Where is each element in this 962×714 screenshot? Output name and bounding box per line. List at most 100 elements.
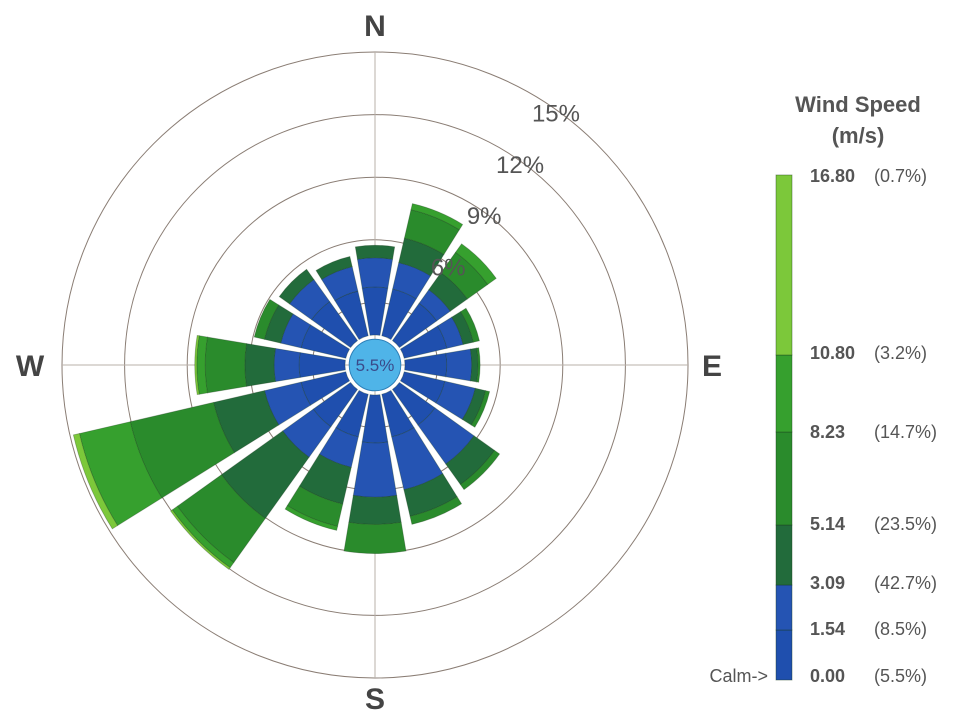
segment-S-bin-2 (348, 494, 402, 525)
legend-units: (m/s) (832, 123, 885, 148)
legend-swatch-3 (775, 431, 793, 526)
calm-circle (348, 338, 402, 392)
segment-W-bin-1 (273, 347, 301, 383)
segment-E-bin-1 (445, 348, 473, 382)
petal-N (354, 244, 396, 336)
segment-NNE-bin-1 (392, 262, 432, 300)
legend-value-3: 5.14 (810, 514, 845, 534)
segment-WNW-bin-3 (253, 298, 280, 340)
segment-E-bin-0 (404, 352, 448, 378)
petal-ENE (399, 307, 480, 359)
ring-label-15: 15% (532, 101, 580, 128)
segment-SW-bin-4 (171, 505, 235, 569)
segment-NE-bin-4 (454, 243, 497, 286)
legend-calm-label: Calm-> (709, 666, 768, 686)
segment-NNW-bin-2 (315, 256, 353, 280)
segment-SSW-bin-0 (335, 389, 369, 438)
segment-SE-bin-2 (445, 435, 496, 486)
segment-NE-bin-0 (391, 302, 438, 349)
segment-W-bin-5 (194, 334, 200, 396)
petal-WSW (72, 371, 351, 530)
segment-SSW-bin-4 (284, 504, 339, 531)
segment-NW-bin-2 (278, 268, 315, 305)
segment-ESE-bin-3 (470, 390, 491, 428)
segment-W-bin-2 (244, 343, 276, 387)
legend-percent-1: (8.5%) (874, 619, 927, 639)
petal-S (343, 394, 407, 554)
segment-SE-bin-1 (417, 407, 475, 465)
segment-SW-bin-0 (312, 381, 359, 428)
legend-value-4: 8.23 (810, 422, 845, 442)
compass-west-label: W (16, 350, 45, 383)
segment-WNW-bin-1 (280, 313, 312, 349)
petal-NNW (315, 256, 369, 341)
petal-ESE (399, 371, 491, 428)
legend-percent-5: (3.2%) (874, 343, 927, 363)
segment-ENE-bin-1 (437, 316, 464, 349)
petal-NNE (381, 203, 464, 341)
segment-SSE-bin-2 (403, 473, 458, 517)
compass-south-label: S (365, 683, 385, 714)
segment-W-bin-3 (204, 336, 248, 394)
segment-N-bin-1 (356, 257, 394, 289)
compass-north-label: N (364, 10, 386, 43)
segment-SE-bin-3 (459, 449, 501, 491)
petal-SSE (381, 389, 463, 525)
legend-percent-3: (23.5%) (874, 514, 937, 534)
legend-percent-6: (0.7%) (874, 166, 927, 186)
legend-title: Wind Speed (795, 92, 921, 117)
ring-label-6: 6% (431, 255, 466, 282)
segment-SSW-bin-2 (298, 453, 352, 505)
segment-NNW-bin-0 (334, 290, 369, 341)
segment-NNE-bin-4 (410, 203, 464, 231)
ring-label-12: 12% (496, 152, 544, 179)
segment-SE-bin-0 (391, 381, 436, 426)
legend-swatch-2 (775, 524, 793, 586)
speed-legend: Wind Speed (m/s) 0.00 (5.5%) 1.54 (8.5%) 3.0… (709, 92, 937, 686)
petal-SE (391, 381, 501, 491)
petal-NW (278, 268, 359, 349)
segment-SSE-bin-3 (409, 496, 463, 525)
segment-ENE-bin-3 (460, 307, 480, 343)
petal-SW (170, 381, 359, 570)
segment-NW-bin-0 (310, 300, 359, 349)
segment-SW-bin-5 (170, 509, 231, 570)
calm-percentage: 5.5% (356, 356, 395, 375)
segment-WSW-bin-3 (129, 401, 236, 499)
segment-WSW-bin-5 (72, 433, 119, 530)
legend-percent-0: (5.5%) (874, 666, 927, 686)
legend-swatch-4 (775, 354, 793, 433)
segment-SSW-bin-1 (318, 427, 359, 468)
segment-NNE-bin-0 (381, 288, 417, 341)
petal-W (194, 334, 346, 396)
segment-E-bin-2 (469, 347, 479, 383)
segment-ENE-bin-0 (399, 325, 448, 359)
legend-swatch-0 (775, 629, 793, 681)
segment-N-bin-2 (354, 244, 396, 260)
petal-E (404, 347, 481, 383)
legend-percent-4: (14.7%) (874, 422, 937, 442)
legend-value-5: 10.80 (810, 343, 855, 363)
legend-percent-2: (42.7%) (874, 573, 937, 593)
segment-ESE-bin-0 (399, 371, 446, 404)
legend-swatch-1 (775, 584, 793, 631)
legend-color-bar (775, 174, 793, 681)
ring-label-9: 9% (467, 203, 502, 230)
petal-NE (391, 243, 497, 349)
petal-WNW (253, 298, 351, 359)
calm-center: 5.5% (348, 338, 402, 392)
legend-labels: 0.00 (5.5%) 1.54 (8.5%) 3.09 (42.7%) 5.14 (23.5… (810, 166, 937, 686)
legend-swatch-5 (775, 174, 793, 356)
segment-S-bin-3 (343, 521, 407, 554)
polar-grid (61, 51, 689, 679)
segment-SW-bin-1 (282, 408, 332, 458)
legend-value-0: 0.00 (810, 666, 845, 686)
segment-W-bin-0 (298, 352, 346, 378)
petal-SSW (284, 389, 369, 531)
wind-rose-petals (72, 203, 501, 570)
legend-value-1: 1.54 (810, 619, 845, 639)
compass-east-label: E (702, 350, 722, 383)
legend-value-6: 16.80 (810, 166, 855, 186)
segment-NE-bin-2 (428, 272, 468, 312)
